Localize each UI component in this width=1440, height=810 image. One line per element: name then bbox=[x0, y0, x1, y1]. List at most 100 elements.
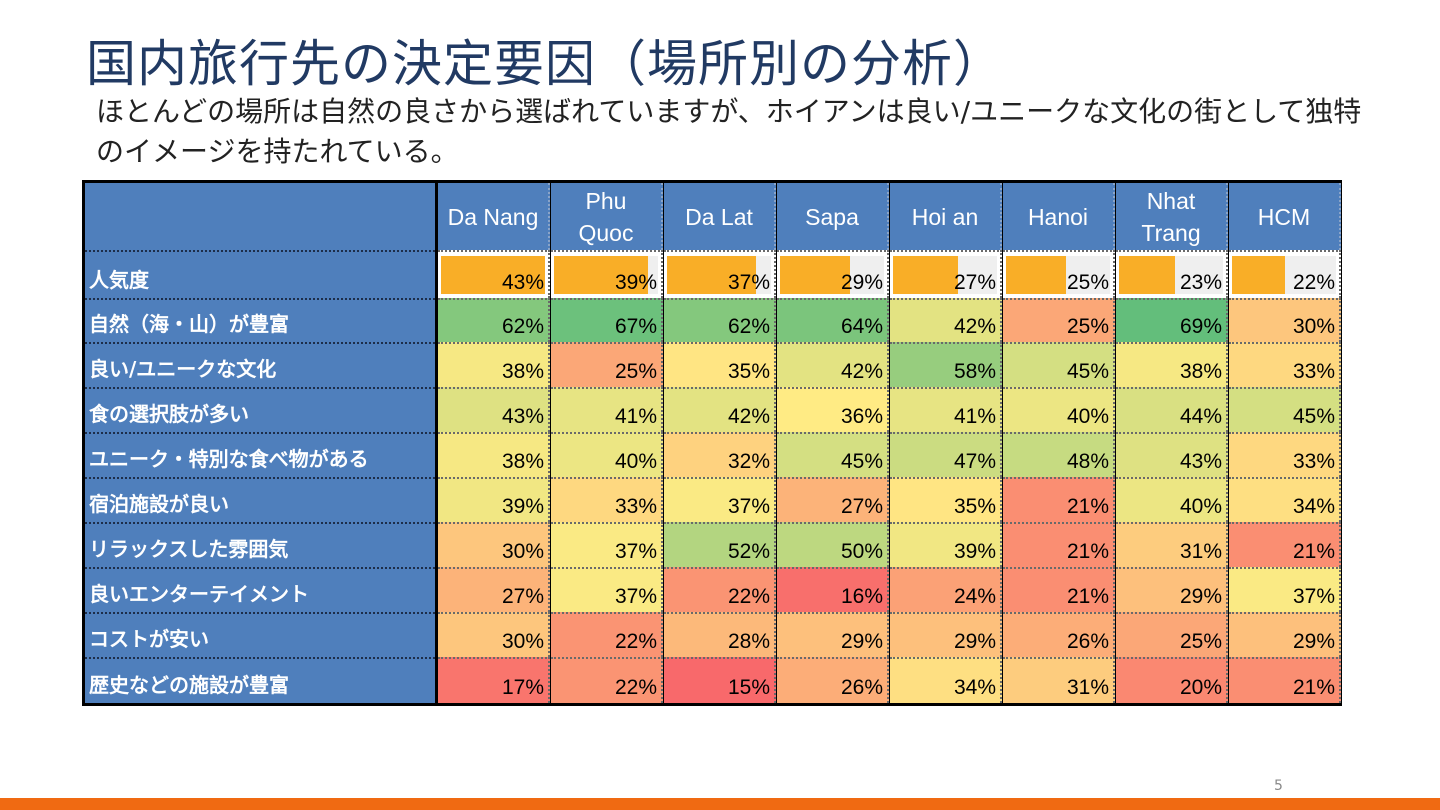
column-header: Hanoi bbox=[1003, 183, 1115, 250]
column-header-label: Hoi an bbox=[911, 203, 979, 230]
heatmap-cell: 64% bbox=[777, 298, 889, 342]
cell-value: 39% bbox=[953, 540, 996, 563]
heatmap-cell: 29% bbox=[1116, 567, 1228, 612]
column-header-label: Da Nang bbox=[447, 203, 539, 230]
cell-value: 22% bbox=[614, 630, 657, 653]
cell-value: 43% bbox=[501, 271, 544, 294]
heatmap-cell: 37% bbox=[1229, 567, 1341, 612]
bottom-accent-bar bbox=[0, 798, 1440, 810]
cell-value: 20% bbox=[1179, 676, 1222, 699]
heatmap-cell: 22% bbox=[551, 657, 663, 703]
cell-value: 33% bbox=[614, 495, 657, 518]
row-label: 食の選択肢が多い bbox=[85, 387, 435, 432]
cell-value: 43% bbox=[501, 405, 544, 428]
popularity-cell: 23% bbox=[1116, 250, 1228, 298]
heatmap-cell: 30% bbox=[438, 522, 550, 567]
heatmap-cell: 39% bbox=[438, 477, 550, 522]
cell-value: 39% bbox=[501, 495, 544, 518]
heatmap-cell: 69% bbox=[1116, 298, 1228, 342]
cell-value: 30% bbox=[501, 540, 544, 563]
row-label-text: リラックスした雰囲気 bbox=[89, 537, 289, 561]
cell-value: 33% bbox=[1292, 450, 1335, 473]
cell-value: 23% bbox=[1179, 271, 1222, 294]
cell-value: 30% bbox=[501, 630, 544, 653]
popularity-bar-track bbox=[893, 256, 997, 294]
heatmap-cell: 41% bbox=[890, 387, 1002, 432]
cell-value: 29% bbox=[1292, 630, 1335, 653]
heatmap-cell: 45% bbox=[1003, 342, 1115, 387]
heatmap-cell: 35% bbox=[890, 477, 1002, 522]
popularity-cell: 25% bbox=[1003, 250, 1115, 298]
row-label-text: 宿泊施設が良い bbox=[89, 492, 229, 516]
popularity-bar-track bbox=[1232, 256, 1336, 294]
heatmap-cell: 29% bbox=[777, 612, 889, 657]
heatmap-cell: 21% bbox=[1229, 657, 1341, 703]
heatmap-cell: 36% bbox=[777, 387, 889, 432]
heatmap-cell: 38% bbox=[438, 342, 550, 387]
cell-value: 38% bbox=[501, 450, 544, 473]
heatmap-cell: 50% bbox=[777, 522, 889, 567]
heatmap-cell: 44% bbox=[1116, 387, 1228, 432]
heatmap-cell: 29% bbox=[890, 612, 1002, 657]
column-header-label: Sapa bbox=[805, 203, 859, 230]
heatmap-cell: 27% bbox=[438, 567, 550, 612]
cell-value: 29% bbox=[953, 630, 996, 653]
cell-value: 21% bbox=[1292, 676, 1335, 699]
heatmap-cell: 35% bbox=[664, 342, 776, 387]
heatmap-cell: 22% bbox=[551, 612, 663, 657]
row-label-text: 良い/ユニークな文化 bbox=[89, 357, 277, 381]
heatmap-cell: 67% bbox=[551, 298, 663, 342]
column-header-label: Phu Quoc bbox=[578, 187, 634, 246]
row-label: 良いエンターテイメント bbox=[85, 567, 435, 612]
column-header-label: HCM bbox=[1257, 203, 1311, 230]
cell-value: 24% bbox=[953, 585, 996, 608]
heatmap-cell: 26% bbox=[1003, 612, 1115, 657]
heatmap-cell: 31% bbox=[1116, 522, 1228, 567]
cell-value: 31% bbox=[1066, 676, 1109, 699]
row-label: 良い/ユニークな文化 bbox=[85, 342, 435, 387]
cell-value: 40% bbox=[614, 450, 657, 473]
heatmap-cell: 25% bbox=[551, 342, 663, 387]
cell-value: 69% bbox=[1179, 315, 1222, 338]
popularity-bar bbox=[554, 256, 649, 294]
cell-value: 43% bbox=[1179, 450, 1222, 473]
cell-value: 30% bbox=[1292, 315, 1335, 338]
heatmap-cell: 40% bbox=[551, 432, 663, 477]
heatmap-cell: 38% bbox=[1116, 342, 1228, 387]
page-title: 国内旅行先の決定要因（場所別の分析） bbox=[86, 35, 1004, 93]
heatmap-cell: 62% bbox=[664, 298, 776, 342]
heatmap-cell: 41% bbox=[551, 387, 663, 432]
popularity-bar-track bbox=[554, 256, 658, 294]
heatmap-cell: 21% bbox=[1003, 477, 1115, 522]
popularity-cell: 27% bbox=[890, 250, 1002, 298]
cell-value: 22% bbox=[1292, 271, 1335, 294]
heatmap-cell: 30% bbox=[438, 612, 550, 657]
heatmap-cell: 21% bbox=[1229, 522, 1341, 567]
heatmap-cell: 42% bbox=[664, 387, 776, 432]
cell-value: 25% bbox=[1066, 271, 1109, 294]
popularity-bar bbox=[1006, 256, 1067, 294]
heatmap-cell: 31% bbox=[1003, 657, 1115, 703]
row-label: 歴史などの施設が豊富 bbox=[85, 657, 435, 703]
cell-value: 48% bbox=[1066, 450, 1109, 473]
heatmap-cell: 16% bbox=[777, 567, 889, 612]
popularity-cell: 37% bbox=[664, 250, 776, 298]
heatmap-cell: 20% bbox=[1116, 657, 1228, 703]
heatmap-cell: 34% bbox=[1229, 477, 1341, 522]
heatmap-cell: 52% bbox=[664, 522, 776, 567]
heatmap-cell: 21% bbox=[1003, 567, 1115, 612]
cell-value: 21% bbox=[1066, 585, 1109, 608]
row-label: 自然（海・山）が豊富 bbox=[85, 298, 435, 342]
heatmap-cell: 42% bbox=[890, 298, 1002, 342]
cell-value: 45% bbox=[1292, 405, 1335, 428]
row-label-text: 歴史などの施設が豊富 bbox=[89, 673, 289, 697]
cell-value: 42% bbox=[953, 315, 996, 338]
heatmap-cell: 62% bbox=[438, 298, 550, 342]
row-label-text: ユニーク・特別な食べ物がある bbox=[89, 447, 369, 471]
cell-value: 22% bbox=[614, 676, 657, 699]
cell-value: 35% bbox=[727, 360, 770, 383]
cell-value: 27% bbox=[953, 271, 996, 294]
cell-value: 62% bbox=[727, 315, 770, 338]
heatmap-cell: 28% bbox=[664, 612, 776, 657]
cell-value: 41% bbox=[614, 405, 657, 428]
